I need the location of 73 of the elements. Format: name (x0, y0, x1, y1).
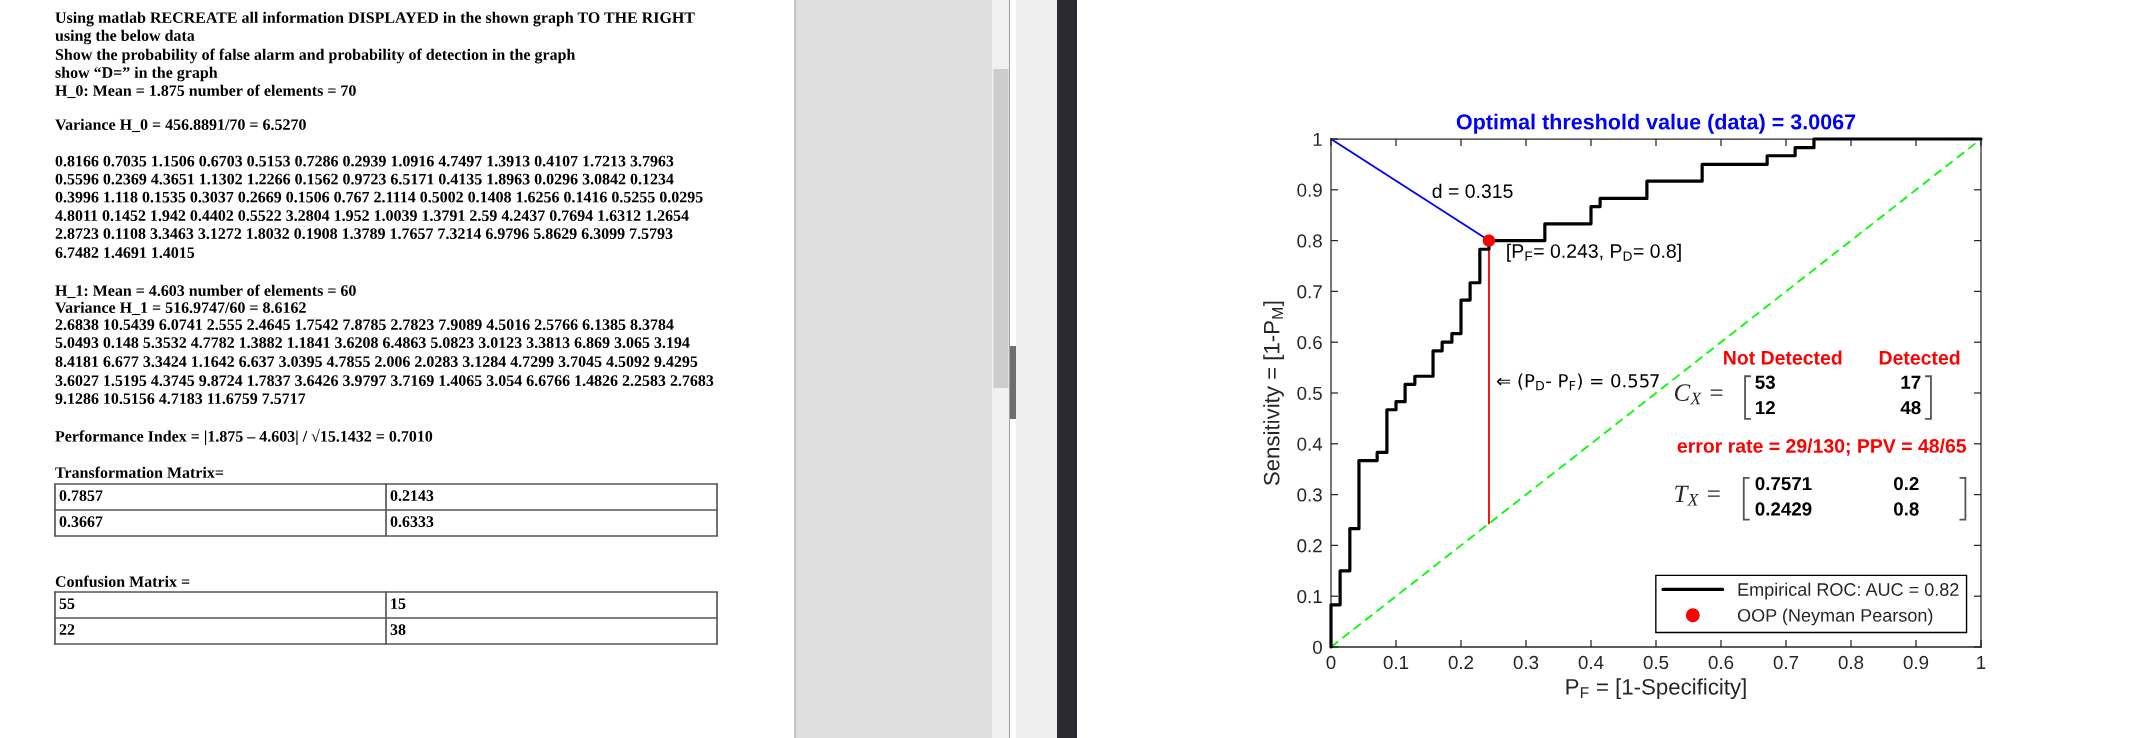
x-tick-label: 0.9 (1903, 655, 1929, 670)
text: 6.7482 1.4691 1.4015 (55, 247, 195, 259)
annotation: [P$_{F}$= 0.243, P$_{D}$= 0.8] (1507, 243, 1681, 262)
annotation: ⇐ (P$_{D}$- P$_{F}$) = 0.557 (1496, 373, 1659, 391)
x-tick-label: 0.8 (1838, 655, 1864, 670)
annotation: 53 (1755, 375, 1775, 389)
text: 55 (59, 598, 75, 609)
y-tick-label: 0.1 (1297, 589, 1322, 604)
y-tick-label: 0.8 (1297, 234, 1322, 248)
text: Show the probability of false alarm and probability of detection in the graph (55, 48, 576, 64)
x-tick-label: 0.3 (1513, 655, 1539, 670)
y-tick-label: 0.2 (1297, 539, 1322, 553)
y-tick-label: 0.9 (1297, 183, 1322, 197)
x-tick-label: 1 (1977, 656, 1986, 669)
text: Variance H_0 = 456.8891/70 = 6.5270 (55, 118, 306, 133)
text: 3.6027 1.5195 4.3745 9.8724 1.7837 3.6426 3.9797 3.7169 1.4065 3.054 6.6766 1.4826 2.2583 2.7683 (55, 375, 714, 387)
annotation: Detected (1879, 350, 1960, 365)
x-tick-label: 0.6 (1708, 655, 1734, 670)
annotation: 0.8 (1893, 502, 1919, 516)
text: 0.8166 0.7035 1.1506 0.6703 0.5153 0.7286 0.2939 1.0916 4.7497 1.3913 0.4107 1.7213 3.7963 (55, 155, 674, 167)
text: 22 (59, 624, 75, 635)
annotation: 0.2429 (1755, 502, 1812, 516)
annotation: error rate = 29/130; PPV = 48/65 (1677, 438, 1967, 456)
y-axis-title: Sensitivity = [1-P$_{M}$] (1263, 301, 1284, 486)
y-tick-label: 0.4 (1297, 437, 1323, 451)
annotation: 12 (1755, 401, 1775, 415)
annotation: d = 0.315 (1432, 183, 1513, 199)
legend-label: Empirical ROC: AUC = 0.82 (1738, 582, 1959, 600)
x-tick-label: 0.2 (1448, 655, 1474, 670)
text: 9.1286 10.5156 4.7183 11.6759 7.5717 (55, 393, 306, 405)
annotation: 0.7571 (1755, 476, 1812, 491)
text: 0.2143 (390, 490, 434, 502)
text: H_1: Mean = 4.603 number of elements = 60 (55, 284, 356, 299)
x-tick-label: 0.4 (1578, 655, 1604, 670)
text: 2.8723 0.1108 3.3463 3.1272 1.8032 0.1908 1.3789 1.7657 7.3214 6.9796 5.8629 6.3099 7.5793 (55, 228, 673, 240)
text: Performance Index = |1.875 – 4.603| / √15.1432 = 0.7010 (55, 428, 433, 446)
text: 5.0493 0.148 5.3532 4.7782 1.3882 1.1841 3.6208 6.4863 5.0823 3.0123 3.3813 6.869 3.065 3.194 (55, 337, 690, 349)
text: H_0: Mean = 1.875 number of elements = 70 (55, 84, 356, 99)
y-tick-label: 0.3 (1297, 488, 1322, 502)
text: 0.3667 (59, 516, 103, 528)
x-tick-label: 0.7 (1773, 655, 1799, 670)
text: 8.4181 6.677 3.3424 1.1642 6.637 3.0395 4.7855 2.006 2.0283 3.1284 4.7299 3.7045 4.5092 9.4295 (55, 356, 698, 368)
text: Transformation Matrix= (55, 466, 224, 478)
y-tick-label: 1 (1313, 132, 1322, 146)
y-tick-label: 0.5 (1297, 386, 1322, 400)
text: show “D=” in the graph (55, 66, 218, 82)
chart-title: Optimal threshold value (data) = 3.0067 (1456, 113, 1856, 134)
y-tick-label: 0.6 (1297, 335, 1322, 350)
text: 4.8011 0.1452 1.942 0.4402 0.5522 3.2804 1.952 1.0039 1.3791 2.59 4.2437 0.7694 1.6312 1.2654 (55, 210, 689, 222)
legend-label: OOP (Neyman Pearson) (1737, 608, 1933, 626)
x-axis-title: P$_{F}$ = [1-Specificity] (1566, 678, 1746, 700)
text: 0.7857 (59, 490, 103, 502)
text: Using matlab RECREATE all information DISPLAYED in the shown graph TO THE RIGHT (55, 11, 695, 27)
annotation: 17 (1901, 375, 1921, 389)
x-tick-label: 0 (1326, 655, 1336, 670)
text: Variance H_1 = 516.9747/60 = 8.6162 (55, 301, 306, 316)
x-tick-label: 0.1 (1383, 655, 1409, 670)
annotation: C$_{X}$ = (1674, 384, 1723, 405)
annotation: 48 (1900, 401, 1921, 415)
text: 38 (390, 624, 406, 635)
text: 0.3996 1.118 0.1535 0.3037 0.2669 0.1506 0.767 2.1114 0.5002 0.1408 1.6256 0.1416 0.5255 0.0295 (55, 191, 703, 203)
y-tick-label: 0.7 (1297, 285, 1322, 299)
text: 0.5596 0.2369 4.3651 1.1302 1.2266 0.1562 0.9723 6.5171 0.4135 1.8963 0.0296 3.0842 0.1234 (55, 173, 674, 185)
text: 2.6838 10.5439 6.0741 2.555 2.4645 1.7542 7.8785 2.7823 7.9089 4.5016 2.5766 6.1385 8.3784 (55, 319, 674, 331)
text: 15 (391, 598, 406, 609)
x-tick-label: 0.5 (1643, 655, 1669, 670)
text: Confusion Matrix = (55, 575, 190, 588)
text: 0.6333 (390, 516, 434, 528)
annotation: 0.2 (1893, 476, 1919, 491)
text: using the below data (55, 29, 195, 45)
annotation: T$_{X}$ = (1675, 485, 1720, 506)
annotation: Not Detected (1724, 350, 1842, 365)
y-tick-label: 0 (1312, 640, 1322, 654)
